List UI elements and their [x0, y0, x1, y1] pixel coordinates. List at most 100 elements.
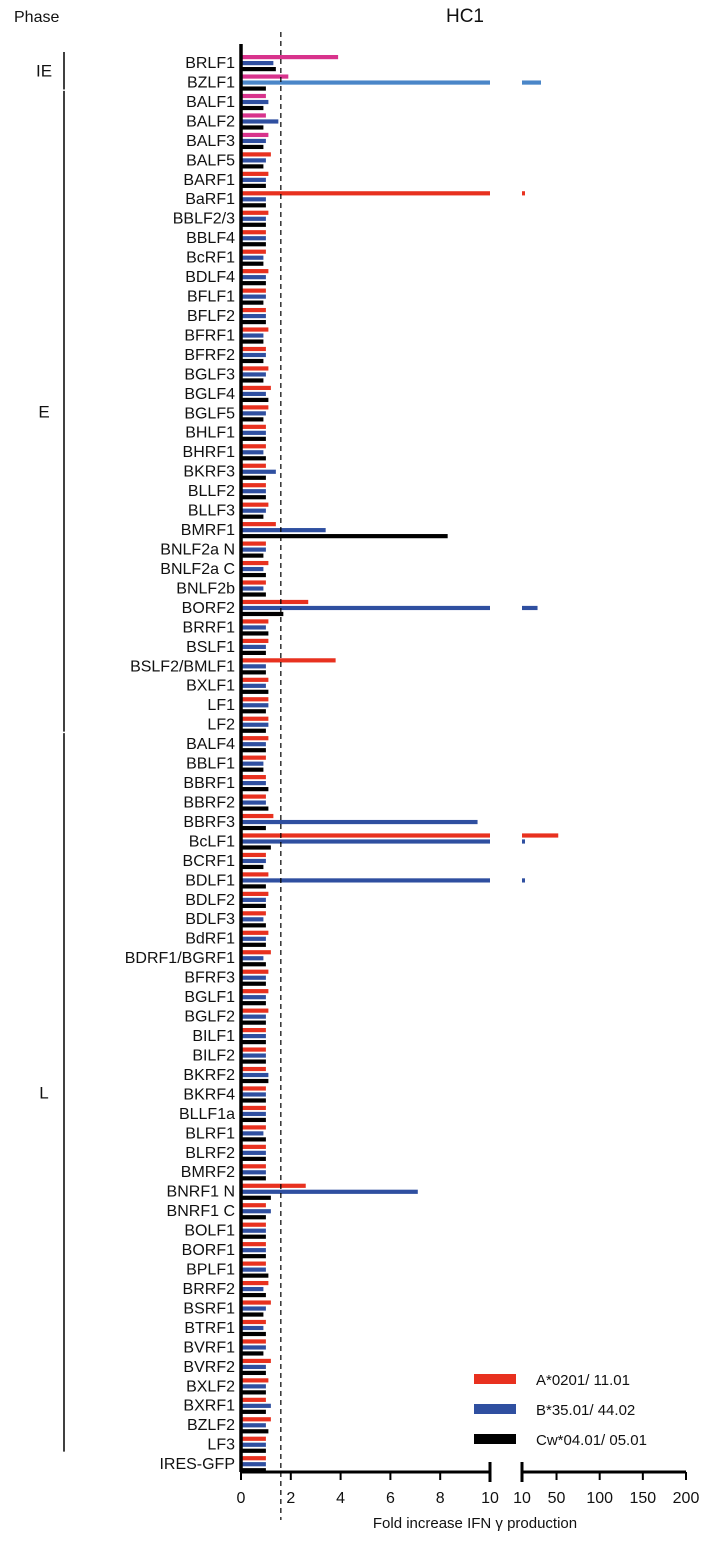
bar-bnlf2a-n-s3 [241, 553, 264, 558]
category-label: LF1 [207, 697, 235, 714]
category-label: BALF5 [186, 152, 235, 169]
bar-bfrf3-s1 [241, 969, 269, 974]
legend-label: B*35.01/ 44.02 [536, 1402, 635, 1419]
category-label: BILF1 [192, 1028, 235, 1045]
bar-bblf2-3-s3 [241, 222, 266, 227]
bar-bglf5-s1 [241, 405, 269, 410]
bar-brlf1-s2 [241, 61, 274, 66]
bar-brrf1-s2 [241, 625, 266, 630]
bar-bglf1-s2 [241, 995, 266, 1000]
bar-bllf3-s2 [241, 508, 266, 513]
bar-bllf2-s1 [241, 483, 266, 488]
bar-bslf1-s3 [241, 650, 266, 655]
chart-title: HC1 [446, 6, 484, 27]
bar-bglf4-s1 [241, 385, 271, 391]
bar-bcrf1-s3 [241, 261, 264, 266]
category-label: BcLF1 [189, 833, 235, 850]
bar-bbrf1-s2 [241, 781, 266, 786]
bar-bxlf2-s3 [241, 1390, 266, 1395]
category-label: BALF3 [186, 133, 235, 150]
bar-bdlf4-s2 [241, 275, 266, 280]
bar-bmrf1-s2 [241, 528, 326, 533]
bar-bzlf2-s1 [241, 1417, 271, 1422]
bar-bdlf1-s2 [241, 878, 490, 883]
bar-break-borf2-s2 [522, 605, 538, 611]
bar-bglf2-s1 [241, 1008, 269, 1013]
bar-btrf1-s3 [241, 1331, 266, 1337]
bar-bcrf1-s3 [241, 864, 264, 870]
bar-bvrf2-s2 [241, 1364, 266, 1370]
category-label: BGLF1 [184, 989, 235, 1006]
x-tick-label: 10 [513, 1490, 531, 1507]
bar-bolf1-s3 [241, 1234, 266, 1239]
category-label: BKRF2 [183, 1067, 235, 1084]
bar-bnrf1-n-s3 [241, 1195, 271, 1200]
bar-bglf5-s3 [241, 417, 264, 422]
bar-bdrf1-s3 [241, 942, 266, 947]
bar-bblf1-s2 [241, 761, 264, 766]
x-tick-label: 6 [386, 1490, 395, 1507]
category-label: BPLF1 [186, 1262, 235, 1279]
x-tick-label: 2 [286, 1490, 295, 1507]
bar-barf1-s3 [241, 203, 266, 208]
bar-bhrf1-s2 [241, 450, 264, 455]
category-label: BGLF4 [184, 386, 235, 403]
bar-bnlf2b-s2 [241, 586, 264, 591]
bar-bplf1-s2 [241, 1267, 266, 1272]
bar-bglf4-s2 [241, 391, 266, 397]
bar-bplf1-s1 [241, 1261, 266, 1266]
bar-brlf1-s3 [241, 67, 276, 72]
bar-balf3-s1 [241, 132, 269, 138]
bar-balf1-s2 [241, 99, 269, 105]
bar-bfrf1-s1 [241, 327, 269, 332]
category-label: BNLF2b [176, 580, 235, 597]
bar-bvrf2-s3 [241, 1370, 266, 1376]
bar-bbrf1-s3 [241, 787, 269, 792]
bar-bnrf1-c-s1 [241, 1203, 266, 1208]
bar-bmrf1-s1 [241, 522, 276, 527]
bar-bhlf1-s3 [241, 436, 266, 441]
bar-bslf1-s2 [241, 644, 266, 649]
x-tick-label: 100 [586, 1490, 613, 1507]
bar-barf1-s2 [241, 177, 266, 182]
bar-blrf1-s2 [241, 1131, 264, 1136]
phase-label-l: L [39, 1083, 48, 1102]
bar-bblf1-s3 [241, 767, 264, 772]
category-label: BXRF1 [183, 1398, 235, 1415]
x-tick-label: 50 [548, 1490, 566, 1507]
category-label: BSLF2/BMLF1 [130, 658, 235, 675]
bar-btrf1-s1 [241, 1319, 266, 1325]
bar-bmrf2-s1 [241, 1164, 266, 1169]
category-label: LF2 [207, 717, 235, 734]
bar-bbrf2-s3 [241, 806, 269, 811]
phase-label-e: E [38, 402, 49, 421]
bar-bbrf3-s3 [241, 825, 266, 831]
bar-bilf2-s2 [241, 1053, 266, 1058]
category-label: BALF4 [186, 736, 235, 753]
bar-bmrf2-s3 [241, 1176, 266, 1181]
bar-balf1-s3 [241, 105, 264, 111]
bar-bilf1-s2 [241, 1034, 266, 1039]
bar-balf4-s3 [241, 748, 266, 753]
bar-borf1-s2 [241, 1248, 266, 1253]
bar-blrf1-s1 [241, 1125, 266, 1130]
bar-bvrf2-s1 [241, 1358, 271, 1364]
category-label: BZLF2 [187, 1417, 235, 1434]
bar-bflf2-s1 [241, 307, 266, 313]
category-label: BGLF3 [184, 366, 235, 383]
bar-bdrf1-s2 [241, 936, 266, 941]
bar-bllf2-s3 [241, 495, 266, 500]
category-label: BSLF1 [186, 639, 235, 656]
bar-bkrf4-s2 [241, 1092, 266, 1097]
category-label: BcRF1 [186, 250, 235, 267]
bar-bfrf3-s3 [241, 981, 266, 986]
bar-bxrf1-s3 [241, 1409, 266, 1414]
bar-bkrf4-s3 [241, 1098, 266, 1103]
bar-bcrf1-s2 [241, 858, 266, 864]
bar-balf5-s2 [241, 158, 266, 163]
bar-balf4-s1 [241, 736, 269, 741]
category-label: BZLF1 [187, 74, 235, 91]
bar-bdlf2-s1 [241, 891, 269, 896]
category-label: BBLF2/3 [173, 211, 235, 228]
